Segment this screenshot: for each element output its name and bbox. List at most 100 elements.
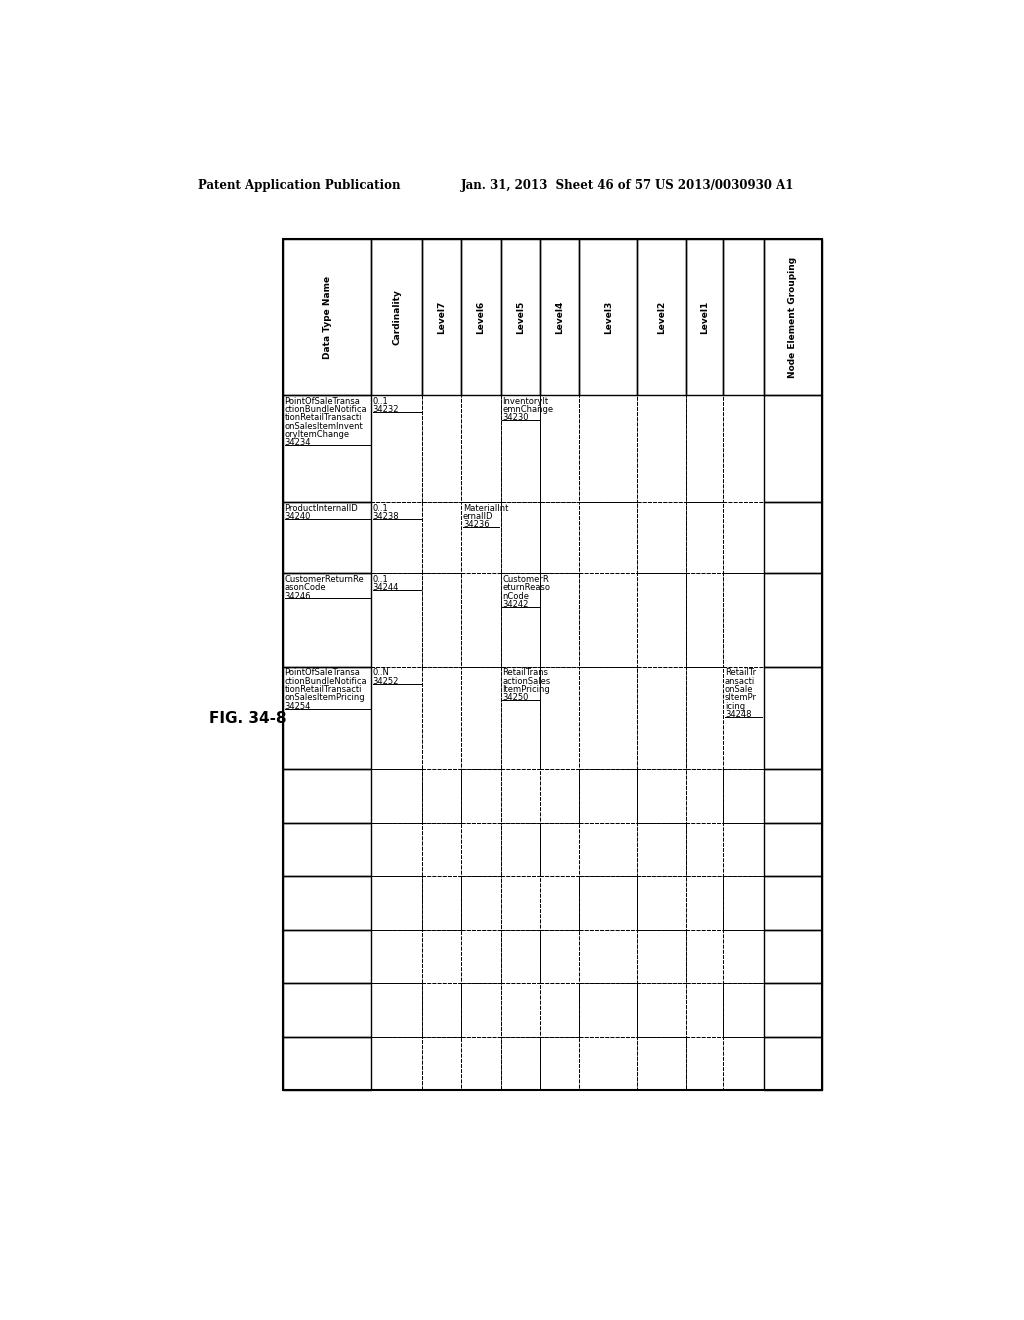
- Bar: [637, 239, 686, 395]
- Bar: [501, 770, 540, 822]
- Text: 34234: 34234: [285, 438, 311, 447]
- Bar: [764, 770, 821, 822]
- Bar: [501, 395, 540, 502]
- Bar: [501, 876, 540, 929]
- Bar: [764, 876, 821, 929]
- Bar: [283, 876, 371, 929]
- Bar: [686, 239, 723, 395]
- Bar: [764, 929, 821, 983]
- Bar: [371, 1036, 422, 1090]
- Bar: [723, 876, 764, 929]
- Text: Level4: Level4: [555, 301, 564, 334]
- Bar: [580, 667, 637, 770]
- Text: FIG. 34-8: FIG. 34-8: [209, 710, 287, 726]
- Text: tionRetailTransacti: tionRetailTransacti: [285, 685, 362, 694]
- Bar: [723, 929, 764, 983]
- Bar: [540, 667, 580, 770]
- Text: PointOfSaleTransa: PointOfSaleTransa: [285, 397, 360, 405]
- Bar: [764, 239, 821, 395]
- Text: ProductInternalID: ProductInternalID: [285, 504, 358, 512]
- Bar: [637, 983, 686, 1036]
- Text: onSale: onSale: [725, 685, 754, 694]
- Text: tionRetailTransacti: tionRetailTransacti: [285, 413, 362, 422]
- Bar: [540, 573, 580, 667]
- Text: Cardinality: Cardinality: [392, 289, 401, 345]
- Bar: [422, 929, 462, 983]
- Bar: [501, 573, 540, 667]
- Bar: [540, 983, 580, 1036]
- Bar: [462, 929, 501, 983]
- Text: eturnReaso: eturnReaso: [503, 583, 550, 593]
- Bar: [540, 770, 580, 822]
- Bar: [283, 983, 371, 1036]
- Bar: [686, 876, 723, 929]
- Text: actionSales: actionSales: [503, 677, 551, 686]
- Bar: [540, 239, 580, 395]
- Bar: [764, 1036, 821, 1090]
- Bar: [371, 929, 422, 983]
- Bar: [422, 573, 462, 667]
- Text: nCode: nCode: [503, 591, 529, 601]
- Bar: [723, 239, 764, 395]
- Text: Level5: Level5: [516, 301, 525, 334]
- Bar: [371, 502, 422, 573]
- Text: ansacti: ansacti: [725, 677, 755, 686]
- Bar: [371, 395, 422, 502]
- Bar: [686, 502, 723, 573]
- Bar: [501, 983, 540, 1036]
- Bar: [501, 1036, 540, 1090]
- Bar: [723, 983, 764, 1036]
- Bar: [637, 822, 686, 876]
- Text: Data Type Name: Data Type Name: [323, 276, 332, 359]
- Bar: [637, 1036, 686, 1090]
- Bar: [501, 822, 540, 876]
- Bar: [540, 822, 580, 876]
- Text: ernalID: ernalID: [463, 512, 494, 521]
- Text: RetailTrans: RetailTrans: [503, 668, 548, 677]
- Text: oryItemChange: oryItemChange: [285, 430, 349, 440]
- Bar: [580, 573, 637, 667]
- Text: 0..N: 0..N: [373, 668, 389, 677]
- Text: Jan. 31, 2013  Sheet 46 of 57: Jan. 31, 2013 Sheet 46 of 57: [461, 178, 652, 191]
- Bar: [637, 667, 686, 770]
- Bar: [462, 1036, 501, 1090]
- Bar: [283, 395, 371, 502]
- Text: PointOfSaleTransa: PointOfSaleTransa: [285, 668, 360, 677]
- Bar: [764, 573, 821, 667]
- Bar: [283, 573, 371, 667]
- Bar: [283, 929, 371, 983]
- Bar: [422, 770, 462, 822]
- Bar: [540, 1036, 580, 1090]
- Text: 0..1: 0..1: [373, 504, 388, 512]
- Text: onSalesItemInvent: onSalesItemInvent: [285, 421, 364, 430]
- Bar: [371, 667, 422, 770]
- Text: 34248: 34248: [725, 710, 752, 719]
- Text: RetailTr: RetailTr: [725, 668, 756, 677]
- Bar: [283, 239, 371, 395]
- Text: 34246: 34246: [285, 591, 311, 601]
- Bar: [764, 502, 821, 573]
- Text: icing: icing: [725, 702, 744, 710]
- Bar: [462, 822, 501, 876]
- Bar: [422, 983, 462, 1036]
- Bar: [462, 667, 501, 770]
- Bar: [283, 822, 371, 876]
- Bar: [686, 395, 723, 502]
- Bar: [580, 1036, 637, 1090]
- Bar: [580, 983, 637, 1036]
- Bar: [637, 573, 686, 667]
- Bar: [422, 822, 462, 876]
- Bar: [462, 395, 501, 502]
- Text: Level7: Level7: [437, 301, 446, 334]
- Text: MaterialInt: MaterialInt: [463, 504, 508, 512]
- Bar: [540, 876, 580, 929]
- Bar: [637, 395, 686, 502]
- Bar: [371, 983, 422, 1036]
- Bar: [501, 667, 540, 770]
- Text: asonCode: asonCode: [285, 583, 327, 593]
- Text: emnChange: emnChange: [503, 405, 553, 414]
- Bar: [580, 929, 637, 983]
- Bar: [686, 573, 723, 667]
- Text: InventoryIt: InventoryIt: [503, 397, 549, 405]
- Bar: [371, 876, 422, 929]
